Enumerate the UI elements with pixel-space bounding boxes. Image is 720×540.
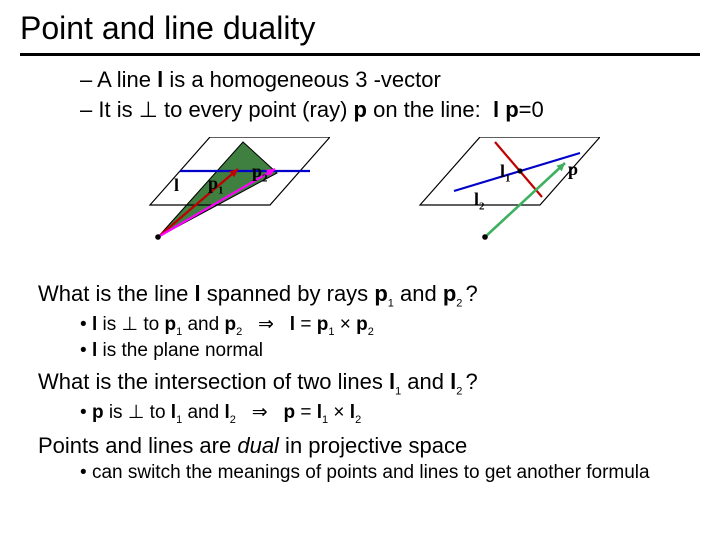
q3-ital: dual	[237, 433, 279, 458]
q3-post: in projective space	[279, 433, 467, 458]
q2-sub-1: p is ⊥ to l1 and l2 ⇒ p = l1 × l2	[80, 401, 700, 427]
top-bullet-1: A line l is a homogeneous 3 -vector	[80, 66, 700, 94]
slide-title: Point and line duality	[20, 10, 700, 56]
diagram-right: l1l2p	[390, 137, 600, 267]
top-bullet-2: It is ⊥ to every point (ray) p on the li…	[80, 96, 700, 124]
q1-sub-2: l is the plane normal	[80, 339, 700, 364]
q1-sub-1: l is ⊥ to p1 and p2 ⇒ l = p1 × p2	[80, 313, 700, 339]
diagram-left: lp1p2	[120, 137, 330, 267]
q3-pre: Points and lines are	[38, 433, 237, 458]
question-2: What is the intersection of two lines l1…	[38, 369, 700, 399]
diagram-row: lp1p2 l1l2p	[20, 137, 700, 267]
q3-sub-1: can switch the meanings of points and li…	[80, 461, 700, 486]
question-1: What is the line l spanned by rays p1 an…	[38, 281, 700, 311]
question-3: Points and lines are dual in projective …	[38, 433, 700, 459]
